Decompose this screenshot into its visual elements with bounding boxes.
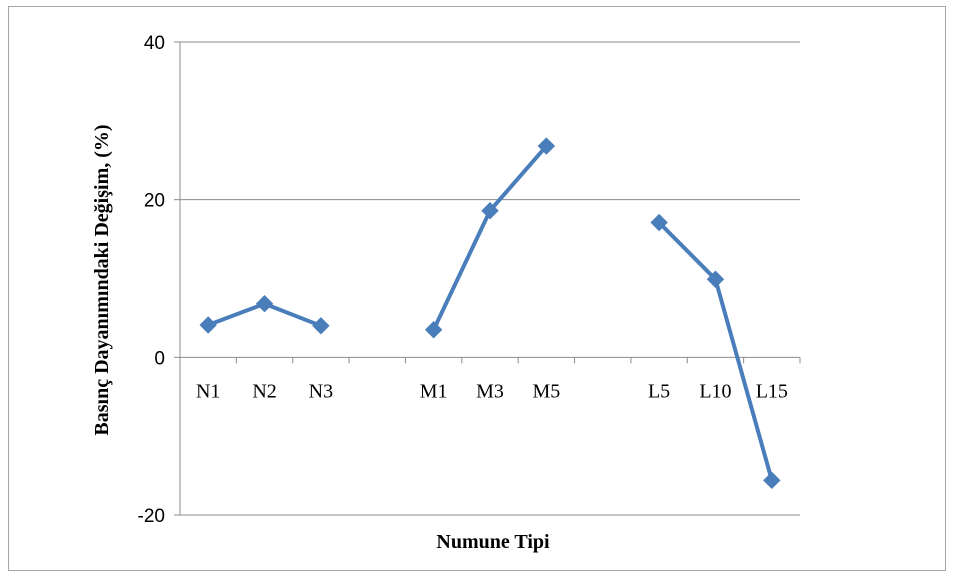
gridlines (180, 41, 800, 516)
x-category-labels: N1 N2 N3 M1 M3 M5 L5 L10 L15 (196, 380, 788, 402)
y-tick-label: 20 (144, 191, 165, 212)
x-category-label: M5 (532, 380, 560, 402)
series-line-segment (713, 277, 774, 483)
x-category-label: N3 (309, 380, 333, 402)
data-point-m3 (481, 201, 499, 220)
data-point-n1 (199, 316, 217, 334)
data-point-l5 (650, 213, 668, 232)
x-category-label: L5 (648, 380, 670, 402)
data-point-l15 (763, 471, 781, 490)
data-point-m5 (537, 137, 556, 155)
data-point-n2 (255, 295, 274, 313)
y-tick-label: 40 (144, 33, 165, 54)
x-category-label: N2 (252, 380, 276, 402)
data-point-n3 (312, 317, 330, 335)
chart-frame (8, 6, 946, 571)
data-point-l10 (706, 270, 725, 288)
y-tick-label: -20 (138, 506, 165, 527)
series-line-segment (206, 301, 267, 328)
x-category-label: L15 (756, 380, 788, 402)
x-category-label: N1 (196, 380, 220, 402)
y-tick-labels: -20 0 20 40 (138, 33, 165, 527)
y-axis-title: Basınç Dayanımındaki Değişim, (%) (91, 124, 113, 435)
x-axis-title: Numune Tipi (436, 531, 550, 553)
y-tick-label: 0 (154, 348, 165, 369)
x-category-label: M3 (476, 380, 504, 402)
data-point-m1 (424, 321, 443, 339)
series-line-segment (431, 208, 492, 332)
series-line-segment (262, 301, 323, 328)
series-group (199, 137, 781, 490)
x-category-label: L10 (699, 380, 731, 402)
x-category-label: M1 (420, 380, 448, 402)
axes (174, 41, 801, 516)
series-line-segment (488, 144, 549, 213)
series-line-segment (657, 220, 718, 282)
